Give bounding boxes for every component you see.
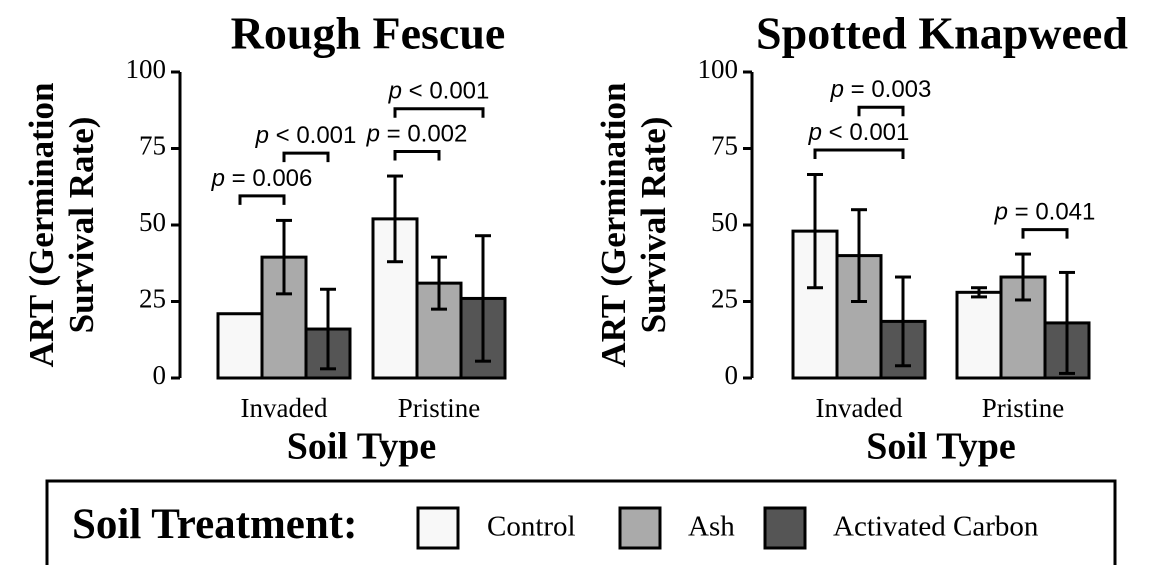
y-tick-label: 50 bbox=[139, 207, 166, 237]
y-tick-label: 25 bbox=[139, 284, 166, 314]
legend-label: Ash bbox=[688, 511, 735, 543]
p-value: p < 0.001 bbox=[255, 122, 357, 149]
p-rest: < 0.001 bbox=[269, 122, 356, 149]
p-value: p < 0.001 bbox=[388, 78, 490, 105]
p-rest: < 0.001 bbox=[822, 119, 909, 146]
y-axis-label: ART (Germination bbox=[594, 83, 633, 368]
y-tick-label: 100 bbox=[698, 54, 739, 84]
p-symbol: p bbox=[830, 77, 844, 104]
legend-title: Soil Treatment: bbox=[72, 501, 357, 548]
bar bbox=[955, 290, 1003, 380]
p-symbol: p bbox=[211, 165, 225, 192]
p-rest: = 0.002 bbox=[380, 121, 467, 148]
p-symbol: p bbox=[994, 199, 1008, 226]
p-value: p = 0.041 bbox=[994, 199, 1096, 226]
x-axis-label: Soil Type bbox=[287, 426, 437, 468]
significance-bracket bbox=[813, 148, 905, 160]
y-tick-label: 0 bbox=[725, 360, 739, 390]
y-tick-label: 75 bbox=[139, 131, 166, 161]
x-tick-label: Pristine bbox=[982, 393, 1065, 423]
bar bbox=[216, 312, 264, 380]
y-tick-label: 25 bbox=[711, 284, 738, 314]
x-tick-label: Invaded bbox=[241, 393, 328, 423]
legend-label: Activated Carbon bbox=[833, 511, 1039, 543]
x-axis-label: Soil Type bbox=[866, 426, 1016, 468]
p-value: p < 0.001 bbox=[808, 119, 910, 146]
significance-bracket bbox=[857, 105, 905, 117]
p-value: p = 0.006 bbox=[211, 165, 313, 192]
y-axis-label: ART (Germination bbox=[22, 83, 61, 368]
x-tick-label: Pristine bbox=[398, 393, 481, 423]
y-axis-label: Survival Rate) bbox=[634, 117, 673, 334]
p-value: p = 0.003 bbox=[830, 77, 932, 104]
y-tick-label: 100 bbox=[126, 54, 167, 84]
y-axis-label: Survival Rate) bbox=[62, 117, 101, 334]
chart-title: Spotted Knapweed bbox=[756, 8, 1128, 59]
significance-bracket bbox=[393, 107, 485, 118]
significance-bracket bbox=[238, 194, 286, 205]
p-rest: = 0.041 bbox=[1008, 199, 1095, 226]
y-tick-label: 50 bbox=[711, 207, 738, 237]
p-rest: = 0.006 bbox=[225, 165, 312, 192]
p-rest: = 0.003 bbox=[844, 77, 931, 104]
legend-swatch bbox=[763, 506, 807, 550]
chart-title: Rough Fescue bbox=[231, 8, 506, 59]
p-symbol: p bbox=[255, 122, 269, 149]
significance-bracket bbox=[1021, 228, 1069, 239]
legend-swatch bbox=[416, 506, 460, 550]
legend-box bbox=[45, 479, 1117, 565]
legend-label: Control bbox=[487, 511, 576, 543]
significance-bracket bbox=[282, 151, 330, 163]
legend-swatch bbox=[618, 506, 662, 550]
p-rest: < 0.001 bbox=[402, 78, 489, 105]
p-symbol: p bbox=[366, 121, 380, 148]
y-tick-label: 75 bbox=[711, 131, 738, 161]
x-tick-label: Invaded bbox=[816, 393, 903, 423]
significance-bracket bbox=[393, 150, 441, 161]
y-tick-label: 0 bbox=[153, 360, 167, 390]
p-value: p = 0.002 bbox=[366, 121, 468, 148]
p-symbol: p bbox=[388, 78, 402, 105]
p-symbol: p bbox=[808, 119, 822, 146]
